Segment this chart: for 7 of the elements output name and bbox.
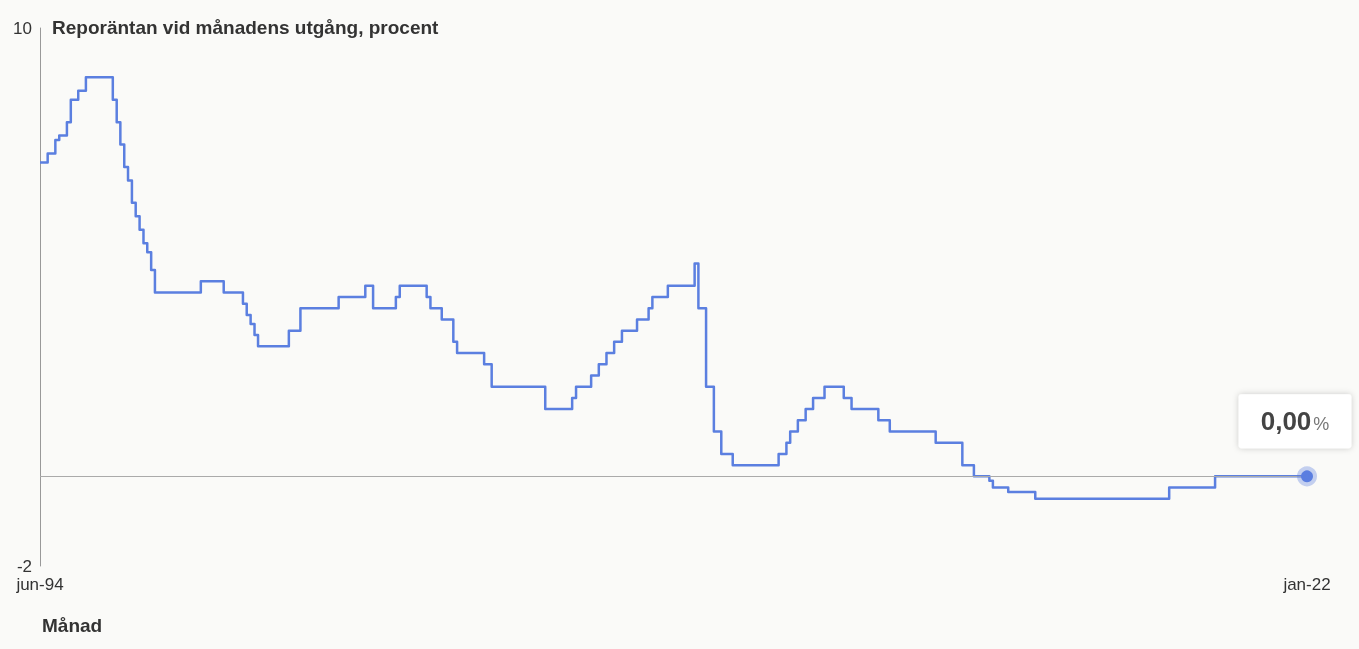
x-tick-label: jan-22	[1282, 575, 1331, 594]
y-tick-label: -2	[16, 556, 32, 576]
y-tick-label: 10	[13, 18, 32, 38]
annotation: 0,00%	[1260, 406, 1330, 437]
x-tick-label: jun-94	[15, 575, 64, 594]
y-axis-title: Reporäntan vid månadens utgång, procent	[52, 17, 440, 38]
x-axis-title: Månad	[42, 615, 103, 636]
